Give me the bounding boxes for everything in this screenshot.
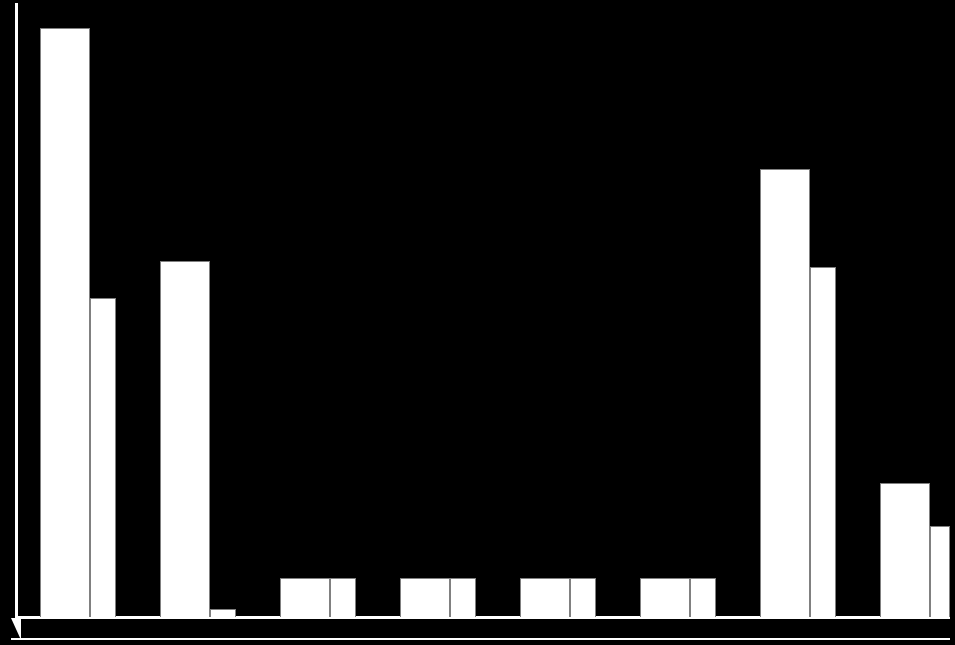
bar xyxy=(760,169,810,618)
bar xyxy=(930,526,950,618)
bar xyxy=(880,483,930,618)
bar xyxy=(40,28,90,618)
bar xyxy=(640,578,690,618)
bar xyxy=(330,578,356,618)
plot-area xyxy=(18,3,950,618)
bar xyxy=(90,298,116,618)
bar xyxy=(810,267,836,618)
bar xyxy=(450,578,476,618)
bar xyxy=(520,578,570,618)
bar xyxy=(690,578,716,618)
bar xyxy=(160,261,210,618)
bar xyxy=(400,578,450,618)
bar xyxy=(280,578,330,618)
floor-side xyxy=(11,618,21,640)
floor-line-top xyxy=(18,617,950,619)
floor-slab xyxy=(8,618,950,640)
floor-line-bottom xyxy=(11,638,950,640)
bar xyxy=(570,578,596,618)
chart-stage xyxy=(0,0,955,645)
